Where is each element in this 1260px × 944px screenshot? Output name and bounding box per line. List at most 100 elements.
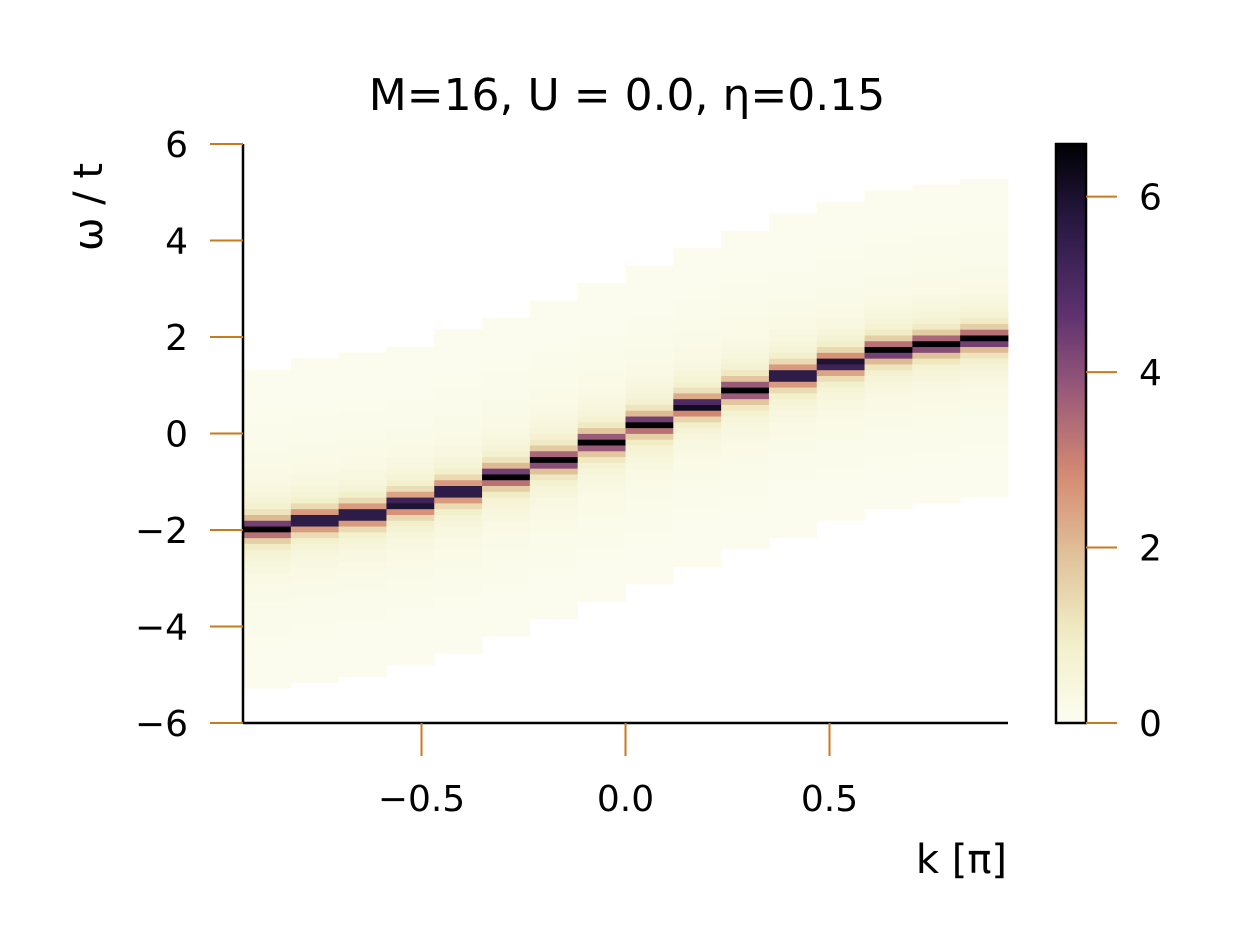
heatmap-cell bbox=[816, 225, 865, 232]
heatmap-cell bbox=[290, 497, 340, 504]
heatmap-cell bbox=[529, 514, 579, 521]
heatmap-cell bbox=[338, 589, 387, 597]
heatmap-cell bbox=[816, 375, 865, 382]
heatmap-cell bbox=[673, 364, 722, 371]
heatmap-cell bbox=[625, 433, 674, 440]
heatmap-cell bbox=[529, 358, 579, 365]
heatmap-cell bbox=[529, 537, 579, 544]
heatmap-cell bbox=[768, 508, 818, 515]
heatmap-cell bbox=[290, 566, 340, 573]
heatmap-cell bbox=[768, 311, 818, 319]
heatmap-cell bbox=[816, 439, 865, 446]
heatmap-cell bbox=[482, 526, 531, 533]
heatmap-cell bbox=[721, 474, 770, 481]
heatmap-cell bbox=[960, 421, 1009, 429]
heatmap-cell bbox=[290, 612, 340, 620]
heatmap-cell bbox=[912, 474, 961, 481]
heatmap-cell bbox=[912, 225, 961, 232]
heatmap-cell bbox=[960, 352, 1009, 359]
heatmap-cell bbox=[434, 612, 483, 620]
heatmap-cell bbox=[673, 520, 722, 527]
heatmap-cell bbox=[673, 549, 722, 556]
heatmap-cell bbox=[912, 201, 961, 209]
heatmap-cell bbox=[768, 456, 818, 463]
heatmap-cell bbox=[290, 398, 340, 405]
heatmap-cell bbox=[529, 306, 579, 313]
heatmap-cell bbox=[816, 404, 865, 411]
heatmap-cell bbox=[912, 213, 961, 220]
heatmap-cell bbox=[721, 445, 770, 452]
heatmap-cell bbox=[386, 508, 435, 515]
heatmap-cell bbox=[577, 526, 626, 533]
heatmap-cell bbox=[673, 462, 722, 469]
heatmap-cell bbox=[577, 346, 626, 353]
heatmap-cell bbox=[960, 236, 1009, 243]
heatmap-cell bbox=[912, 369, 961, 376]
heatmap-cell bbox=[577, 537, 626, 544]
heatmap-cell bbox=[243, 618, 292, 625]
heatmap-cell bbox=[673, 300, 722, 307]
heatmap-cell bbox=[721, 387, 770, 394]
heatmap-cell bbox=[529, 416, 579, 423]
heatmap-cell bbox=[960, 462, 1009, 469]
heatmap-cell bbox=[338, 612, 387, 620]
heatmap-cell bbox=[243, 595, 292, 602]
heatmap-cell bbox=[912, 375, 961, 382]
heatmap-cell bbox=[482, 450, 531, 458]
heatmap-cell bbox=[673, 329, 722, 336]
heatmap-cell bbox=[338, 462, 387, 469]
heatmap-cell bbox=[482, 537, 531, 544]
heatmap-cell bbox=[434, 375, 483, 382]
heatmap-cell bbox=[960, 392, 1009, 400]
heatmap-cell bbox=[625, 531, 674, 539]
heatmap-cell bbox=[243, 439, 292, 446]
heatmap-cell bbox=[290, 589, 340, 597]
heatmap-cell bbox=[338, 641, 387, 649]
heatmap-cell bbox=[960, 340, 1009, 348]
heatmap-cell bbox=[434, 392, 483, 400]
heatmap-cell bbox=[625, 462, 674, 469]
heatmap-cell bbox=[434, 555, 483, 562]
heatmap-cell bbox=[960, 474, 1009, 481]
heatmap-cell bbox=[434, 502, 483, 510]
heatmap-cell bbox=[529, 531, 579, 539]
heatmap-cell bbox=[529, 584, 579, 591]
heatmap-cell bbox=[386, 589, 435, 597]
heatmap-cell bbox=[625, 520, 674, 527]
heatmap-cell bbox=[768, 254, 818, 261]
heatmap-cell bbox=[482, 456, 531, 463]
heatmap-column bbox=[529, 300, 579, 620]
heatmap-cell bbox=[434, 364, 483, 371]
heatmap-cell bbox=[625, 329, 674, 336]
heatmap-cell bbox=[864, 358, 913, 365]
heatmap-cell bbox=[529, 549, 579, 556]
heatmap-cell bbox=[912, 416, 961, 423]
heatmap-cell bbox=[768, 479, 818, 487]
heatmap-cell bbox=[290, 421, 340, 429]
heatmap-cell bbox=[960, 491, 1009, 498]
heatmap-cell bbox=[386, 474, 435, 481]
heatmap-cell bbox=[529, 555, 579, 562]
heatmap-cell bbox=[386, 462, 435, 469]
heatmap-cell bbox=[482, 479, 531, 487]
heatmap-cell bbox=[386, 416, 435, 423]
heatmap-cell bbox=[290, 502, 340, 510]
heatmap-cell bbox=[290, 456, 340, 463]
heatmap-cell bbox=[673, 537, 722, 544]
heatmap-cell bbox=[625, 288, 674, 295]
heatmap-cell bbox=[434, 601, 483, 608]
heatmap-cell bbox=[721, 531, 770, 539]
heatmap-cell bbox=[912, 340, 961, 348]
heatmap-cell bbox=[577, 352, 626, 359]
heatmap-cell bbox=[243, 665, 292, 672]
heatmap-cell bbox=[864, 410, 913, 417]
heatmap-cell bbox=[434, 531, 483, 539]
heatmap-cell bbox=[482, 485, 531, 492]
heatmap-cell bbox=[482, 514, 531, 521]
heatmap-cell bbox=[721, 421, 770, 429]
heatmap-cell bbox=[338, 595, 387, 602]
heatmap-cell bbox=[960, 329, 1009, 336]
heatmap-column bbox=[864, 190, 913, 510]
heatmap-cell bbox=[577, 340, 626, 348]
heatmap-cell bbox=[912, 329, 961, 336]
